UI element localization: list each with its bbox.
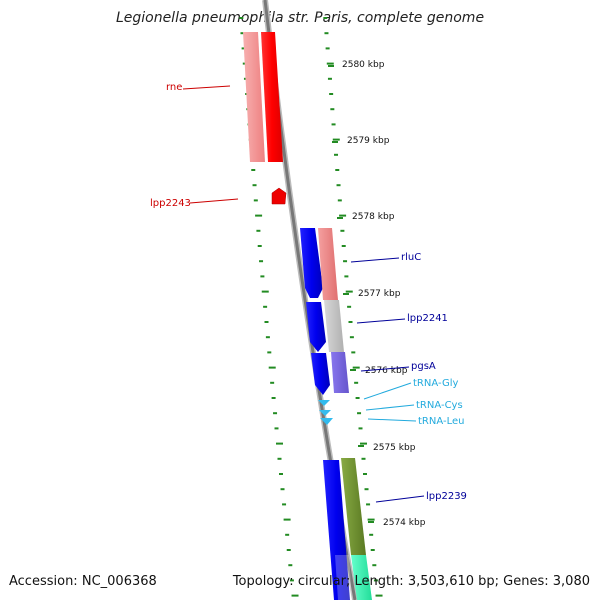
topology-label: Topology: [232, 574, 294, 589]
reverse-strand-genes [243, 32, 287, 205]
gene-rluC-outer [318, 228, 338, 300]
gene-label-pgsA: pgsA [411, 361, 436, 372]
forward-strand-genes [300, 228, 372, 600]
tick-row-outer [323, 17, 383, 597]
gene-pgsA [311, 353, 330, 395]
scale-label: 2578 kbp [352, 212, 395, 222]
gene-labels: rne lpp2243 rluC lpp2241 pgsA tRNA-Gly t… [150, 82, 467, 503]
gene-next-inner [335, 555, 352, 600]
genes-label: Genes: [503, 574, 549, 589]
gene-lpp2239 [323, 460, 350, 600]
scale-label: 2575 kbp [373, 443, 416, 453]
gene-lpp2243 [271, 187, 287, 205]
map-title: Legionella pneumophila str. Paris, compl… [115, 10, 485, 26]
length-value: 3,503,610 bp [407, 574, 495, 589]
gene-lpp2239-outer [341, 458, 366, 555]
gene-tRNA-Gly [318, 400, 330, 406]
gene-label-lpp2243: lpp2243 [150, 198, 191, 209]
gene-lpp2241-outer [324, 300, 344, 352]
gene-label-tRNA-Cys: tRNA-Cys [416, 400, 463, 411]
accession-label: Accession: [9, 574, 78, 589]
gene-rne [261, 32, 283, 162]
gene-label-tRNA-Gly: tRNA-Gly [413, 378, 458, 389]
topology-value: circular [297, 574, 346, 589]
scale-labels: 2580 kbp 2579 kbp 2578 kbp 2577 kbp 2576… [328, 60, 426, 528]
gene-label-lpp2241: lpp2241 [407, 313, 448, 324]
length-label: Length: [354, 574, 404, 589]
gene-label-rluC: rluC [401, 252, 421, 263]
gene-label-lpp2239: lpp2239 [426, 491, 467, 502]
accession-info: Accession: NC_006368 [9, 574, 157, 589]
gene-rne-shadow [243, 32, 265, 162]
gene-lpp2241 [306, 302, 326, 352]
genes-value: 3,080 [552, 574, 590, 589]
accession-value: NC_006368 [81, 574, 157, 589]
gene-tRNA-Cys [319, 410, 331, 416]
gene-tRNA-Leu [320, 418, 333, 425]
scale-label: 2577 kbp [358, 289, 401, 299]
gene-label-tRNA-Leu: tRNA-Leu [418, 416, 464, 427]
scale-label: 2579 kbp [347, 136, 390, 146]
genome-stats: Topology: circular; Length: 3,503,610 bp… [232, 574, 590, 589]
gene-next-outer [351, 555, 372, 600]
gene-pgsA-outer [331, 352, 349, 393]
scale-label: 2580 kbp [342, 60, 385, 70]
gene-rluC [300, 228, 323, 298]
scale-label: 2574 kbp [383, 518, 426, 528]
scale-label: 2576 kbp [365, 366, 408, 376]
gene-label-rne: rne [166, 82, 182, 93]
